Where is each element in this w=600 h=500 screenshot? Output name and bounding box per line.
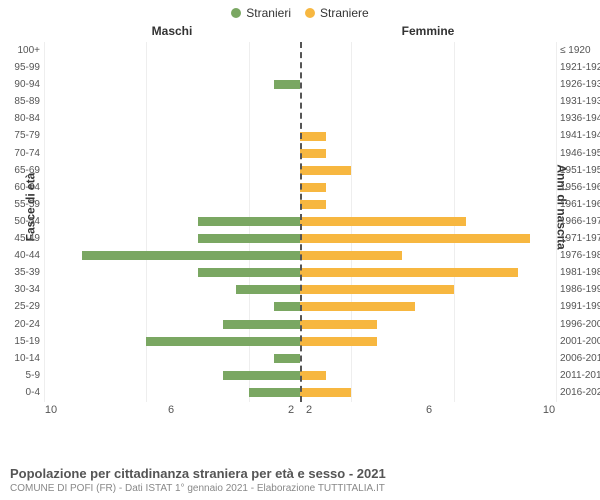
birth-label: 1981-1985 — [560, 264, 600, 281]
bar-female — [300, 149, 326, 158]
chart-title: Popolazione per cittadinanza straniera p… — [10, 466, 590, 481]
birth-label: 1956-1960 — [560, 179, 600, 196]
birth-label: 1961-1965 — [560, 196, 600, 213]
birth-label: ≤ 1920 — [560, 42, 600, 59]
bar-female — [300, 285, 454, 294]
age-label: 15-19 — [0, 333, 40, 350]
bar-female — [300, 234, 530, 243]
bar-male — [274, 354, 300, 363]
bar-female — [300, 388, 351, 397]
birth-label: 1991-1995 — [560, 298, 600, 315]
age-label: 80-84 — [0, 110, 40, 127]
age-label: 75-79 — [0, 127, 40, 144]
birth-label: 1921-1925 — [560, 59, 600, 76]
x-tick: 6 — [422, 404, 436, 416]
x-tick: 10 — [44, 404, 58, 416]
bar-female — [300, 183, 326, 192]
birth-label: 2001-2005 — [560, 333, 600, 350]
col-title-male: Maschi — [44, 22, 300, 42]
age-label: 50-54 — [0, 213, 40, 230]
bar-female — [300, 217, 466, 226]
age-label: 10-14 — [0, 350, 40, 367]
bar-female — [300, 337, 377, 346]
bar-female — [300, 320, 377, 329]
bar-male — [223, 371, 300, 380]
population-pyramid-chart: Maschi Femmine 100+95-9990-9485-8980-847… — [44, 22, 556, 432]
birth-label: 2011-2015 — [560, 367, 600, 384]
age-label: 45-49 — [0, 230, 40, 247]
birth-label: 1976-1980 — [560, 247, 600, 264]
x-tick: 2 — [302, 404, 316, 416]
bar-male — [223, 320, 300, 329]
bar-male — [249, 388, 300, 397]
age-label: 40-44 — [0, 247, 40, 264]
birth-label: 1951-1955 — [560, 162, 600, 179]
legend-female-label: Straniere — [320, 6, 369, 20]
legend-female-swatch — [305, 8, 315, 18]
legend-male-label: Stranieri — [246, 6, 291, 20]
bar-female — [300, 166, 351, 175]
age-label: 65-69 — [0, 162, 40, 179]
bar-female — [300, 200, 326, 209]
age-label: 90-94 — [0, 76, 40, 93]
age-label: 100+ — [0, 42, 40, 59]
bar-male — [198, 217, 300, 226]
centerline — [300, 42, 302, 402]
birth-label: 1996-2000 — [560, 316, 600, 333]
legend: Stranieri Straniere — [0, 0, 600, 22]
bar-male — [146, 337, 300, 346]
age-label: 70-74 — [0, 145, 40, 162]
bar-female — [300, 268, 518, 277]
birth-label: 1971-1975 — [560, 230, 600, 247]
legend-female: Straniere — [305, 6, 369, 20]
bar-male — [198, 234, 300, 243]
birth-label: 1926-1930 — [560, 76, 600, 93]
birth-label: 1941-1945 — [560, 127, 600, 144]
x-axis-left: 10 6 2 — [44, 404, 300, 416]
chart-subtitle: COMUNE DI POFI (FR) - Dati ISTAT 1° genn… — [10, 483, 590, 494]
bar-male — [274, 302, 300, 311]
x-tick: 2 — [284, 404, 298, 416]
bar-male — [274, 80, 300, 89]
bar-male — [236, 285, 300, 294]
birth-label: 1966-1970 — [560, 213, 600, 230]
bar-female — [300, 302, 415, 311]
age-label: 95-99 — [0, 59, 40, 76]
x-tick: 10 — [542, 404, 556, 416]
birth-label: 1986-1990 — [560, 281, 600, 298]
birth-label: 2006-2010 — [560, 350, 600, 367]
age-label: 25-29 — [0, 298, 40, 315]
age-label: 5-9 — [0, 367, 40, 384]
bar-female — [300, 371, 326, 380]
age-label: 85-89 — [0, 93, 40, 110]
legend-male-swatch — [231, 8, 241, 18]
age-label: 60-64 — [0, 179, 40, 196]
age-label: 30-34 — [0, 281, 40, 298]
birth-label: 1931-1935 — [560, 93, 600, 110]
birth-label: 1936-1940 — [560, 110, 600, 127]
age-label: 35-39 — [0, 264, 40, 281]
age-label: 55-59 — [0, 196, 40, 213]
age-label: 20-24 — [0, 316, 40, 333]
column-titles: Maschi Femmine — [44, 22, 556, 42]
plot-area: 100+95-9990-9485-8980-8475-7970-7465-696… — [44, 42, 556, 402]
col-title-female: Femmine — [300, 22, 556, 42]
y-right-labels: ≤ 19201921-19251926-19301931-19351936-19… — [560, 42, 600, 401]
x-axis-right: 2 6 10 — [300, 404, 556, 416]
bar-female — [300, 251, 402, 260]
legend-male: Stranieri — [231, 6, 291, 20]
x-axis: 10 6 2 2 6 10 — [44, 404, 556, 416]
birth-label: 1946-1950 — [560, 145, 600, 162]
bar-female — [300, 132, 326, 141]
age-label: 0-4 — [0, 384, 40, 401]
x-tick: 6 — [164, 404, 178, 416]
y-left-labels: 100+95-9990-9485-8980-8475-7970-7465-696… — [0, 42, 40, 401]
bar-male — [198, 268, 300, 277]
chart-footer: Popolazione per cittadinanza straniera p… — [10, 466, 590, 494]
bar-male — [82, 251, 300, 260]
birth-label: 2016-2020 — [560, 384, 600, 401]
